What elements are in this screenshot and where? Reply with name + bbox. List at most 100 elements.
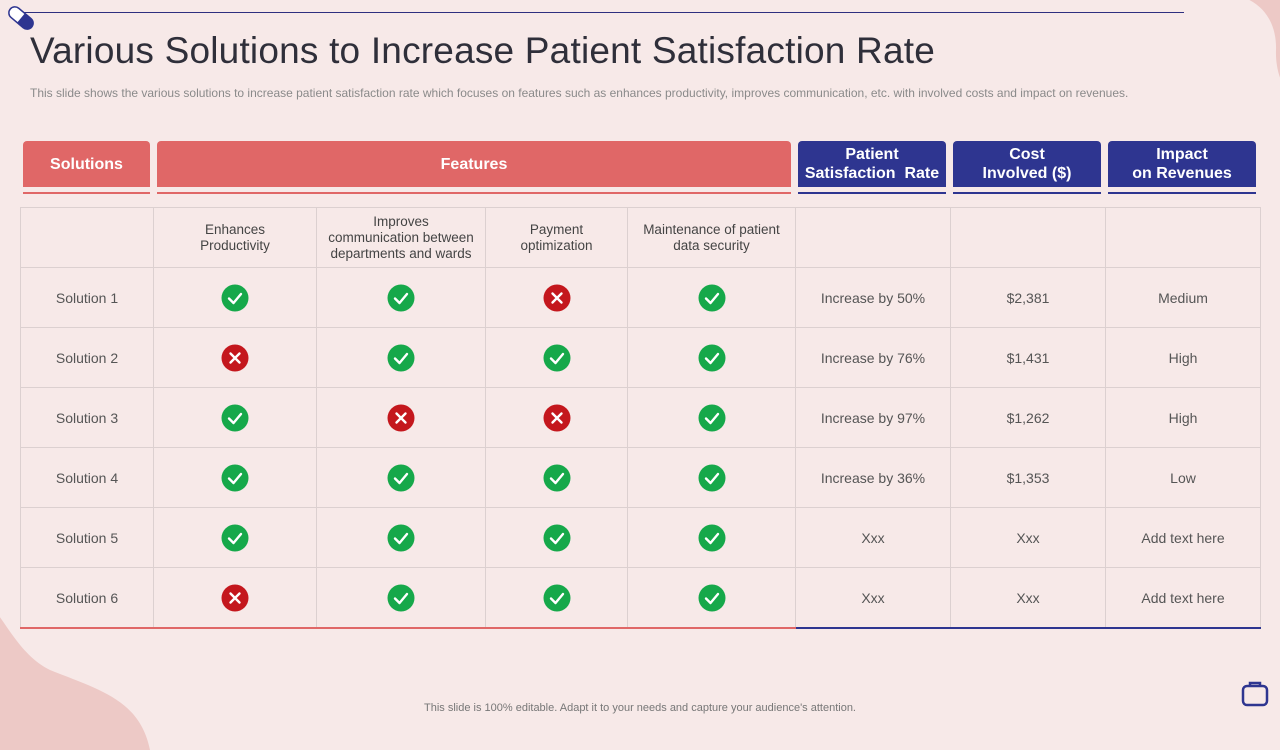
feature-cell bbox=[485, 447, 628, 508]
check-circle-icon bbox=[543, 584, 570, 611]
feature-data-security: Maintenance of patient data security bbox=[627, 207, 796, 268]
feature-cell bbox=[627, 447, 796, 508]
table-row: Solution 2 Increase by 76% $1,431 High bbox=[20, 327, 1261, 388]
solution-name: Solution 4 bbox=[20, 447, 154, 508]
impact-cell: High bbox=[1105, 327, 1261, 388]
header-cost-involved: Cost Involved ($) bbox=[953, 141, 1101, 187]
impact-cell: Add text here bbox=[1105, 507, 1261, 568]
check-circle-icon bbox=[543, 464, 570, 491]
feature-cell bbox=[153, 447, 317, 508]
satisfaction-rate-cell: Increase by 50% bbox=[795, 267, 951, 328]
top-rule bbox=[22, 12, 1184, 13]
feature-cell bbox=[153, 327, 317, 388]
header-impact-underline bbox=[1108, 192, 1256, 194]
header-cost-underline bbox=[953, 192, 1101, 194]
satisfaction-rate-cell: Xxx bbox=[795, 507, 951, 568]
check-circle-icon bbox=[221, 464, 249, 491]
x-circle-icon bbox=[221, 584, 249, 611]
feature-text: communication between bbox=[328, 229, 474, 245]
check-circle-icon bbox=[221, 524, 249, 551]
check-circle-icon bbox=[698, 404, 725, 431]
x-circle-icon bbox=[543, 404, 570, 431]
feature-cell bbox=[153, 387, 317, 448]
feature-improves-communication: Improves communication between departments… bbox=[316, 207, 486, 268]
header-impact-revenues: Impact on Revenues bbox=[1108, 141, 1256, 187]
cost-cell: Xxx bbox=[950, 567, 1106, 629]
corner-blob-bottom-left bbox=[0, 617, 150, 750]
solution-rows: Solution 1 Increase by 50% $2,381 Medium Sol… bbox=[20, 267, 1261, 629]
feature-header-empty bbox=[950, 207, 1106, 268]
check-circle-icon bbox=[698, 524, 725, 551]
check-circle-icon bbox=[543, 524, 570, 551]
table-row: Solution 4 Increase by 36% $1,353 Low bbox=[20, 447, 1261, 508]
check-circle-icon bbox=[698, 284, 725, 311]
satisfaction-rate-cell: Increase by 97% bbox=[795, 387, 951, 448]
header-features-label: Features bbox=[440, 155, 508, 173]
impact-cell: Medium bbox=[1105, 267, 1261, 328]
feature-cell bbox=[485, 567, 628, 629]
feature-cell bbox=[485, 507, 628, 568]
check-circle-icon bbox=[387, 284, 415, 311]
satisfaction-rate-cell: Increase by 36% bbox=[795, 447, 951, 508]
impact-cell: Add text here bbox=[1105, 567, 1261, 629]
feature-cell bbox=[485, 387, 628, 448]
header-satisfaction-line1: Patient bbox=[845, 146, 899, 163]
header-impact-line1: Impact bbox=[1156, 146, 1208, 163]
satisfaction-rate-cell: Increase by 76% bbox=[795, 327, 951, 388]
cost-cell: $1,262 bbox=[950, 387, 1106, 448]
check-circle-icon bbox=[698, 344, 725, 371]
feature-text: Improves bbox=[373, 213, 429, 229]
capsule-icon bbox=[8, 6, 34, 30]
header-satisfaction-rate: Patient Satisfaction Rate bbox=[798, 141, 946, 187]
table-row: Solution 6 Xxx Xxx Add text here bbox=[20, 567, 1261, 629]
impact-cell: Low bbox=[1105, 447, 1261, 508]
cost-cell: $1,353 bbox=[950, 447, 1106, 508]
feature-cell bbox=[485, 267, 628, 328]
x-circle-icon bbox=[543, 284, 570, 311]
check-circle-icon bbox=[698, 584, 725, 611]
header-solutions-label: Solutions bbox=[50, 155, 123, 173]
feature-cell bbox=[153, 267, 317, 328]
check-circle-icon bbox=[387, 344, 415, 371]
solution-name: Solution 6 bbox=[20, 567, 154, 629]
table-row: Solution 3 Increase by 97% $1,262 High bbox=[20, 387, 1261, 448]
feature-cell bbox=[316, 267, 486, 328]
header-cost-line1: Cost bbox=[1009, 146, 1045, 163]
feature-cell bbox=[316, 507, 486, 568]
feature-header-empty bbox=[795, 207, 951, 268]
satisfaction-rate-cell: Xxx bbox=[795, 567, 951, 629]
solution-name: Solution 2 bbox=[20, 327, 154, 388]
feature-cell bbox=[316, 387, 486, 448]
page-subtitle: This slide shows the various solutions t… bbox=[30, 86, 1129, 100]
feature-header-empty bbox=[1105, 207, 1261, 268]
solution-name: Solution 1 bbox=[20, 267, 154, 328]
footer-note: This slide is 100% editable. Adapt it to… bbox=[424, 702, 856, 714]
feature-cell bbox=[627, 387, 796, 448]
check-circle-icon bbox=[387, 464, 415, 491]
feature-cell bbox=[627, 507, 796, 568]
feature-text: Maintenance of patient bbox=[643, 221, 780, 237]
header-solutions: Solutions bbox=[23, 141, 150, 187]
header-features-underline bbox=[157, 192, 791, 194]
cost-cell: Xxx bbox=[950, 507, 1106, 568]
check-circle-icon bbox=[221, 284, 249, 311]
feature-enhances-productivity: Enhances Productivity bbox=[153, 207, 317, 268]
cost-cell: $1,431 bbox=[950, 327, 1106, 388]
solutions-table: Enhances Productivity Improves communicati… bbox=[20, 207, 1261, 629]
check-circle-icon bbox=[387, 524, 415, 551]
feature-cell bbox=[627, 327, 796, 388]
check-circle-icon bbox=[221, 404, 249, 431]
x-circle-icon bbox=[221, 344, 249, 371]
solution-name: Solution 3 bbox=[20, 387, 154, 448]
table-row: Solution 5 Xxx Xxx Add text here bbox=[20, 507, 1261, 568]
check-circle-icon bbox=[698, 464, 725, 491]
check-circle-icon bbox=[543, 344, 570, 371]
feature-text: data security bbox=[673, 237, 750, 253]
header-satisfaction-line2: Satisfaction Rate bbox=[804, 165, 940, 182]
header-satisfaction-underline bbox=[798, 192, 946, 194]
feature-header-empty bbox=[20, 207, 154, 268]
feature-cell bbox=[153, 507, 317, 568]
page-title: Various Solutions to Increase Patient Sa… bbox=[30, 30, 935, 71]
x-circle-icon bbox=[387, 404, 415, 431]
header-solutions-underline bbox=[23, 192, 150, 194]
